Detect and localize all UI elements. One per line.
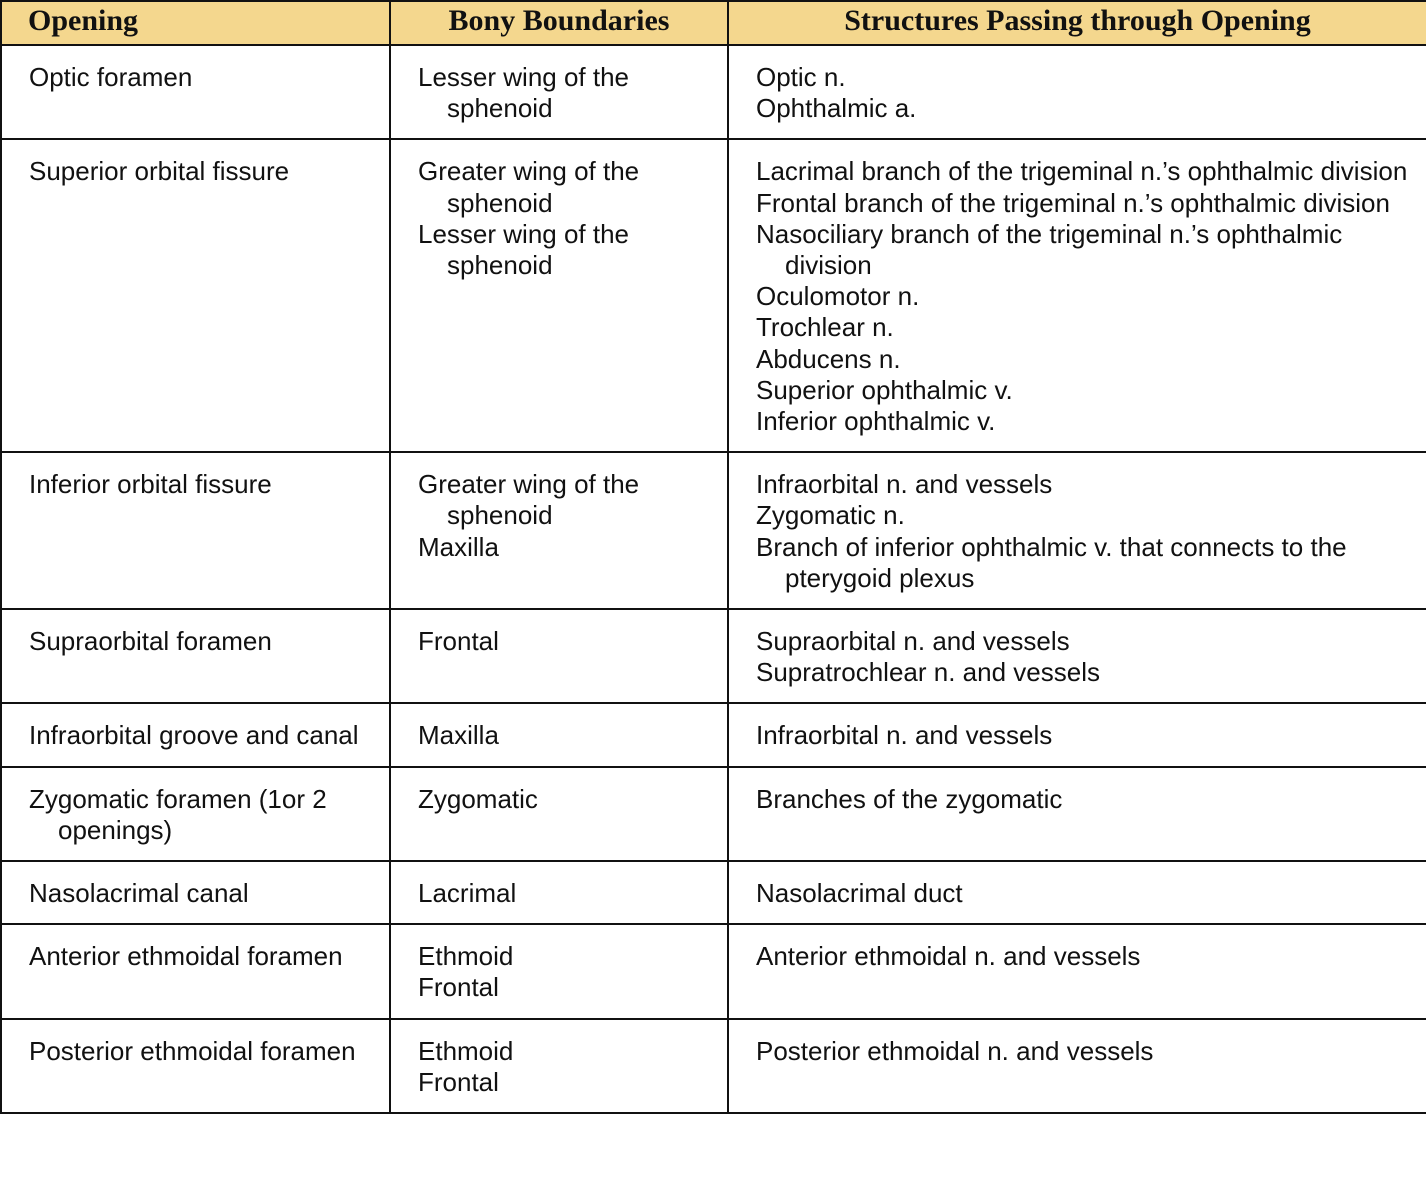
entry: Supratrochlear n. and vessels [756,657,1100,688]
structures-cell: Posterior ethmoidal n. and vessels [727,1017,1426,1115]
table-row: Anterior ethmoidal foramen Ethmoid Frontal… [0,923,1426,1020]
entry: Abducens n. [756,343,901,374]
table-row: Posterior ethmoidal foramen Ethmoid Fronta… [0,1017,1426,1115]
opening-cell: Posterior ethmoidal foramen [0,1017,391,1115]
entry: Frontal [418,972,499,1003]
entry: Inferior orbital fissure [29,469,272,500]
entry: Lacrimal [418,878,517,909]
entry: Anterior ethmoidal n. and vessels [756,941,1141,972]
structures-cell: Infraorbital n. and vessels [727,702,1426,768]
opening-cell: Superior orbital fissure [0,138,391,454]
entry: Ethmoid [418,1035,514,1066]
table-row: Infraorbital groove and canal Maxilla Infr… [0,702,1426,768]
opening-cell: Optic foramen [0,43,391,141]
entry: Inferior ophthalmic v. [756,406,996,437]
opening-cell: Anterior ethmoidal foramen [0,923,391,1020]
table-row: Zygomatic foramen (1or 2 openings) Zygoma… [0,765,1426,863]
table-row: Inferior orbital fissure Greater wing of … [0,451,1426,611]
bony-boundaries-cell: Ethmoid Frontal [389,923,729,1020]
entry: Frontal branch of the trigeminal n.’s op… [756,187,1390,218]
structures-cell: Supraorbital n. and vessels Supratrochlea… [727,608,1426,705]
entry: Nasolacrimal canal [29,878,249,909]
table-row: Superior orbital fissure Greater wing of … [0,138,1426,454]
opening-cell: Nasolacrimal canal [0,860,391,926]
entry: Greater wing of the sphenoid [418,469,640,531]
header-row: Opening Bony Boundaries Structures Passi… [0,0,1426,46]
bony-boundaries-cell: Greater wing of the sphenoid Lesser wing … [389,138,729,454]
bony-boundaries-cell: Greater wing of the sphenoid Maxilla [389,451,729,611]
table-header: Opening Bony Boundaries Structures Passi… [0,0,1426,46]
entry: Optic foramen [29,62,193,92]
structures-cell: Optic n. Ophthalmic a. [727,43,1426,141]
structures-cell: Branches of the zygomatic [727,765,1426,863]
entry: Supraorbital foramen [29,626,272,657]
entry: Superior ophthalmic v. [756,374,1013,405]
header-cell: Opening [0,0,391,46]
entry: Lacrimal branch of the trigeminal n.’s o… [756,156,1408,187]
entry: Oculomotor n. [756,281,920,312]
table-row: Nasolacrimal canal Lacrimal Nasolacrimal d… [0,860,1426,926]
entry: Infraorbital n. and vessels [756,469,1053,500]
bony-boundaries-cell: Lacrimal [389,860,729,926]
opening-cell: Infraorbital groove and canal [0,702,391,768]
entry: Branches of the zygomatic [756,783,1063,814]
entry: Zygomatic n. [756,500,905,531]
bony-boundaries-cell: Ethmoid Frontal [389,1017,729,1115]
header-cell: Structures Passing through Opening [727,0,1426,46]
entry: Superior orbital fissure [29,156,290,187]
entry: Frontal [418,1066,499,1097]
entry: Lesser wing of the sphenoid [418,62,630,124]
table-row: Optic foramen Lesser wing of the sphenoid… [0,43,1426,141]
entry: Trochlear n. [756,312,894,343]
structures-cell: Anterior ethmoidal n. and vessels [727,923,1426,1020]
entry: Branch of inferior ophthalmic v. that co… [756,531,1347,593]
entry: Anterior ethmoidal foramen [29,941,343,972]
entry: Frontal [418,626,499,657]
structures-cell: Infraorbital n. and vessels Zygomatic n. B… [727,451,1426,611]
entry: Greater wing of the sphenoid [418,156,640,218]
entry: Nasolacrimal duct [756,878,963,909]
entry: Supraorbital n. and vessels [756,626,1070,657]
bony-boundaries-cell: Frontal [389,608,729,705]
header-cell: Bony Boundaries [389,0,729,46]
entry: Infraorbital n. and vessels [756,720,1053,751]
bony-boundaries-cell: Zygomatic [389,765,729,863]
bony-boundaries-cell: Maxilla [389,702,729,768]
table-row: Supraorbital foramen Frontal Supraorbital … [0,608,1426,705]
structures-cell: Lacrimal branch of the trigeminal n.’s o… [727,138,1426,454]
entry: Optic n. [756,62,846,92]
entry: Posterior ethmoidal foramen [29,1035,356,1066]
opening-cell: Supraorbital foramen [0,608,391,705]
entry: Zygomatic foramen (1or 2 openings) [29,783,327,845]
entry: Maxilla [418,720,499,751]
orbit-openings-table: Opening Bony Boundaries Structures Passi… [0,0,1426,1115]
entry: Maxilla [418,531,499,562]
opening-cell: Inferior orbital fissure [0,451,391,611]
entry: Nasociliary branch of the trigeminal n.’… [756,218,1343,281]
entry: Ophthalmic a. [756,93,917,124]
structures-cell: Nasolacrimal duct [727,860,1426,926]
entry: Infraorbital groove and canal [29,720,359,751]
entry: Lesser wing of the sphenoid [418,218,630,281]
entry: Zygomatic [418,783,538,814]
entry: Posterior ethmoidal n. and vessels [756,1035,1154,1066]
opening-cell: Zygomatic foramen (1or 2 openings) [0,765,391,863]
entry: Ethmoid [418,941,514,972]
bony-boundaries-cell: Lesser wing of the sphenoid [389,43,729,141]
table-body: Optic foramen Lesser wing of the sphenoid… [0,43,1426,1115]
